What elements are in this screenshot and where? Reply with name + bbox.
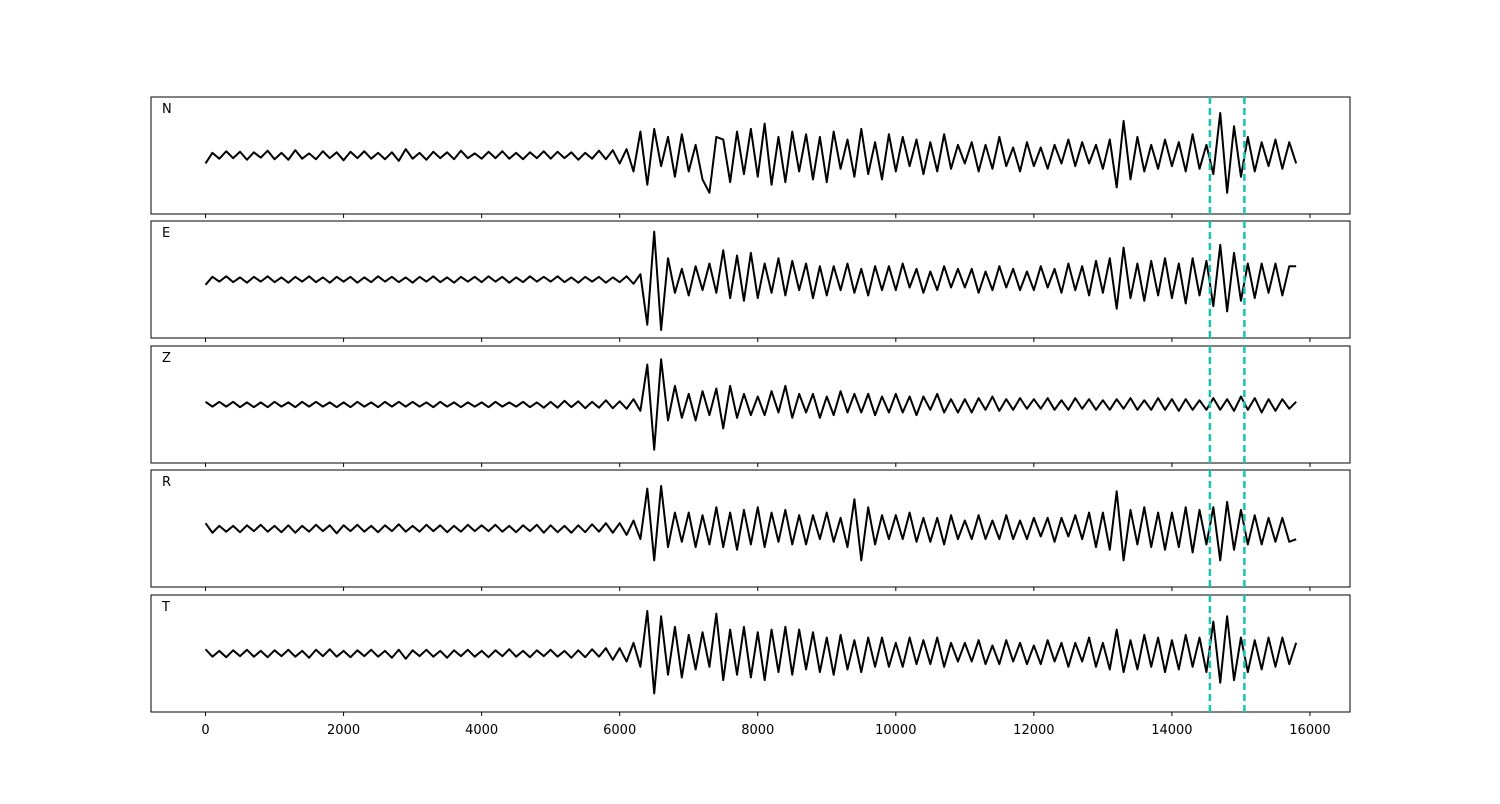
x-tick-label: 6000 — [603, 723, 636, 738]
panel-label: R — [162, 475, 171, 490]
trace — [204, 111, 1298, 194]
panel-frame — [150, 220, 1351, 339]
panel-frame — [150, 469, 1351, 588]
panel-frame — [150, 594, 1351, 713]
panel-label: E — [162, 226, 170, 241]
panel-frame — [150, 96, 1351, 215]
panel-label: T — [161, 600, 170, 615]
trace — [204, 484, 1297, 562]
trace — [204, 609, 1298, 695]
panel-label: Z — [162, 351, 171, 366]
x-tick-label: 14000 — [1151, 723, 1192, 738]
x-tick-label: 2000 — [327, 723, 360, 738]
trace — [204, 230, 1297, 332]
x-tick-label: 0 — [201, 723, 209, 738]
x-tick-label: 10000 — [875, 723, 916, 738]
panel-frame — [150, 345, 1351, 464]
panel-label: N — [162, 102, 172, 117]
trace — [204, 358, 1297, 451]
x-tick-label: 8000 — [741, 723, 774, 738]
x-tick-label: 4000 — [465, 723, 498, 738]
x-tick-label: 12000 — [1013, 723, 1054, 738]
x-tick-label: 16000 — [1289, 723, 1330, 738]
